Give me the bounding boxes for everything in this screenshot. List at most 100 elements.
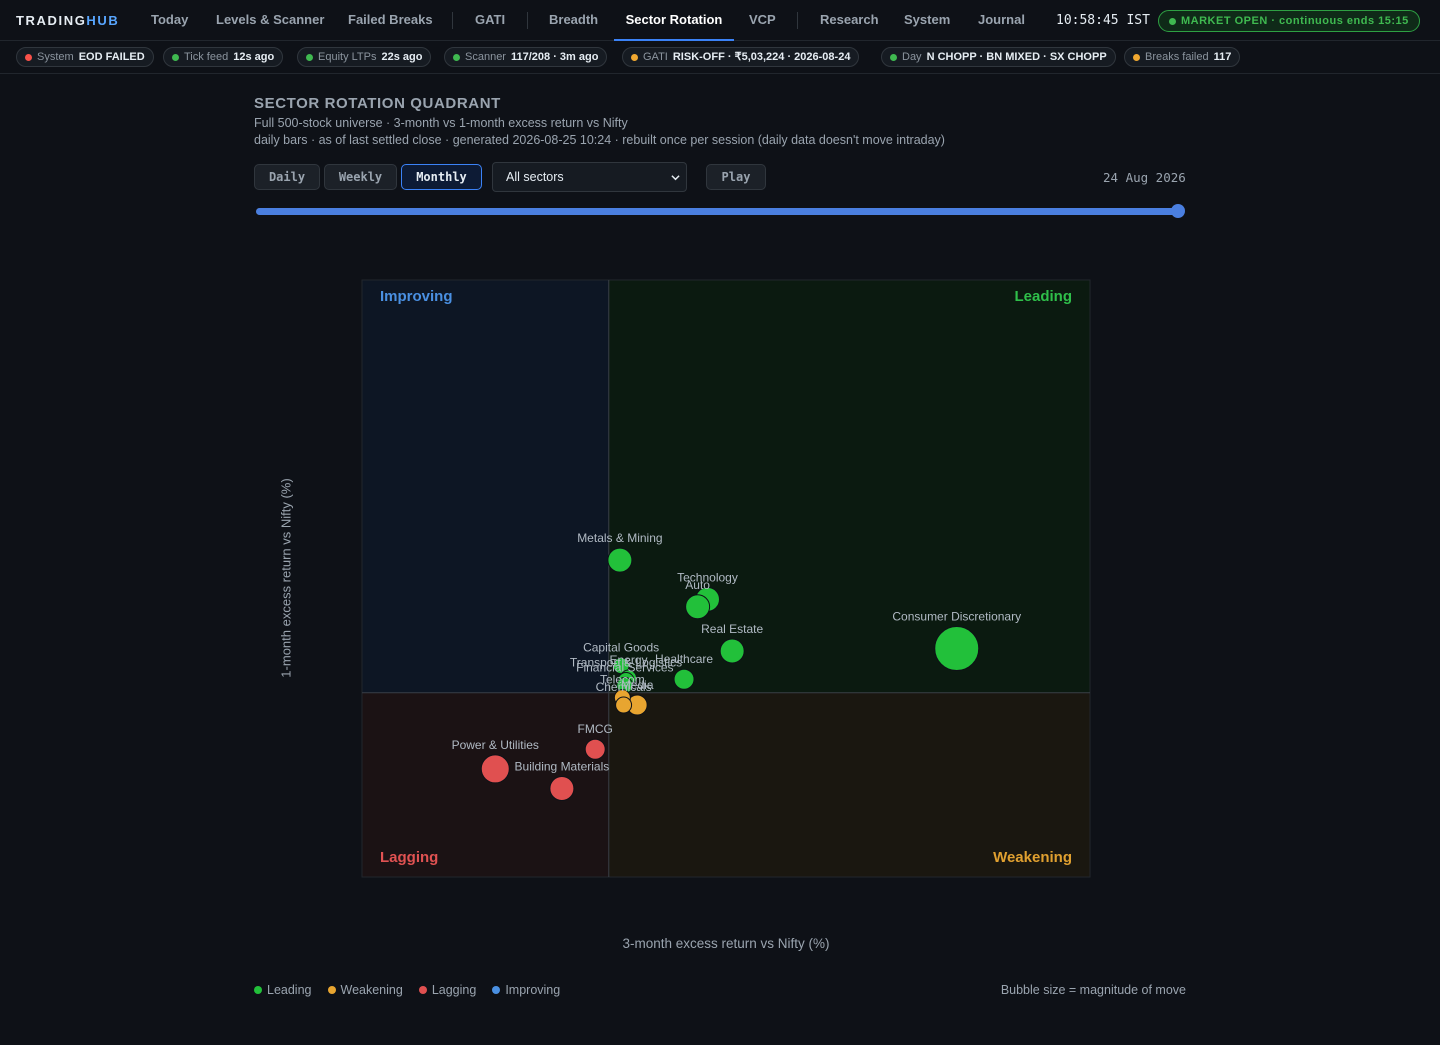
bubble-real-estate <box>719 638 745 664</box>
bubble-label-metals-mining: Metals & Mining <box>577 531 662 545</box>
nav-research[interactable]: Research <box>820 12 879 27</box>
chip-label: Equity LTPs <box>318 51 377 63</box>
bubble-label-financial-services: Financial Services <box>576 660 673 674</box>
legend-label: Weakening <box>340 983 403 997</box>
timeframe-weekly-button[interactable]: Weekly <box>324 164 397 190</box>
bubble-label-chemicals: Chemicals <box>596 680 652 694</box>
chip-label: Day <box>902 51 922 63</box>
quadrant-weakening-bg <box>608 692 1090 877</box>
bubble-label-auto: Auto <box>685 578 710 592</box>
legend-label: Leading <box>267 983 312 997</box>
status-dot-icon <box>890 53 897 61</box>
chip-label: Tick feed <box>184 51 229 63</box>
nav-levels-scanner[interactable]: Levels & Scanner <box>216 12 325 27</box>
bubble-consumer-discretionary <box>934 626 980 672</box>
chip-label: GATI <box>643 51 668 63</box>
status-chip-scanner[interactable]: Scanner 117/208 · 3m ago <box>444 47 608 67</box>
chip-label: System <box>37 51 74 63</box>
brand-logo[interactable]: TRADINGHUB <box>16 13 119 28</box>
status-dot-icon <box>631 53 638 61</box>
chip-value: 117 <box>1213 51 1232 63</box>
bubble-healthcare <box>673 668 695 690</box>
bubble-label-technology: Technology <box>677 570 738 584</box>
status-chip-equity-ltps[interactable]: Equity LTPs 22s ago <box>297 47 432 67</box>
nav-journal[interactable]: Journal <box>978 12 1025 27</box>
bubble-label-healthcare: Healthcare <box>655 652 713 666</box>
legend-dot-icon <box>254 986 262 994</box>
date-slider[interactable] <box>256 204 1185 218</box>
bubble-label-fmcg: FMCG <box>578 722 613 736</box>
status-bar: System EOD FAILED Tick feed 12s ago Equi… <box>0 42 1440 74</box>
legend-item-weakening: Weakening <box>327 983 403 997</box>
status-dot-icon <box>306 53 313 61</box>
bubble-fmcg <box>584 738 606 760</box>
slider-fill <box>256 208 1178 215</box>
nav-failed-breaks[interactable]: Failed Breaks <box>348 12 433 27</box>
quadrant-improving-bg <box>362 280 609 693</box>
quadrant-label-leading: Leading <box>1014 288 1072 305</box>
page-subtitle: Full 500-stock universe · 3-month vs 1-m… <box>254 116 628 130</box>
quadrant-label-weakening: Weakening <box>993 849 1072 866</box>
legend-dot-icon <box>418 986 427 994</box>
nav-vcp[interactable]: VCP <box>749 12 776 27</box>
quadrant-leading-bg <box>608 280 1090 693</box>
play-button[interactable]: Play <box>706 164 766 190</box>
clock: 10:58:45 IST <box>1056 13 1150 28</box>
quadrant-label-improving: Improving <box>380 288 453 305</box>
nav-sector-rotation[interactable]: Sector Rotation <box>614 0 734 41</box>
bubble-size-note: Bubble size = magnitude of move <box>1000 983 1186 997</box>
status-dot-icon <box>1133 53 1140 61</box>
legend: Leading Weakening Lagging Improving <box>254 983 560 997</box>
nav-divider <box>527 12 528 29</box>
chevron-down-icon <box>671 175 680 181</box>
bubble-metals-mining <box>607 547 633 573</box>
sector-filter-value: All sectors <box>506 170 564 184</box>
chip-value: N CHOPP · BN MIXED · SX CHOPP <box>926 51 1107 63</box>
timeframe-monthly-button[interactable]: Monthly <box>401 164 482 190</box>
timeframe-daily-button[interactable]: Daily <box>254 164 320 190</box>
legend-dot-icon <box>327 986 336 994</box>
nav-breadth[interactable]: Breadth <box>549 12 599 27</box>
chip-value: 12s ago <box>233 51 275 63</box>
brand-part2: HUB <box>86 13 120 28</box>
nav-divider <box>452 12 453 29</box>
status-chip-tick-feed[interactable]: Tick feed 12s ago <box>163 47 284 67</box>
legend-item-lagging: Lagging <box>418 983 476 997</box>
legend-label: Improving <box>505 983 561 997</box>
bubble-label-transport-logistics: Transport & Logistics <box>570 655 682 669</box>
status-chip-breaks-failed[interactable]: Breaks failed 117 <box>1124 47 1241 67</box>
bubble-label-energy: Energy <box>610 653 648 667</box>
status-chip-system[interactable]: System EOD FAILED <box>16 47 154 67</box>
legend-item-improving: Improving <box>492 983 560 997</box>
nav-today[interactable]: Today <box>151 12 189 27</box>
nav-gati[interactable]: GATI <box>475 12 506 27</box>
bubble-label-power-utilities: Power & Utilities <box>452 738 539 752</box>
chip-value: RISK-OFF · ₹5,03,224 · 2026-08-24 <box>672 51 851 63</box>
market-status-label: MARKET OPEN · continuous ends 15:15 <box>1181 15 1409 27</box>
bubble-label-consumer-discretionary: Consumer Discretionary <box>892 610 1021 624</box>
status-chip-day[interactable]: Day N CHOPP · BN MIXED · SX CHOPP <box>881 47 1116 67</box>
bubble-label-telecom: Telecom <box>600 673 645 687</box>
bubble-power-utilities <box>480 754 510 784</box>
slider-thumb[interactable] <box>1171 204 1185 218</box>
status-chip-gati[interactable]: GATI RISK-OFF · ₹5,03,224 · 2026-08-24 <box>622 47 860 67</box>
page-title: SECTOR ROTATION QUADRANT <box>254 95 501 112</box>
bubble-label-building-materials: Building Materials <box>515 760 610 774</box>
nav-divider <box>797 12 798 29</box>
bubble-chemicals <box>615 696 633 714</box>
current-date: 24 Aug 2026 <box>1103 170 1186 185</box>
chip-label: Scanner <box>465 51 506 63</box>
status-dot-icon <box>1169 17 1176 25</box>
bubble-auto <box>685 594 711 620</box>
x-axis-label: 3-month excess return vs Nifty (%) <box>622 936 830 951</box>
status-dot-icon <box>453 53 460 61</box>
chip-value: 117/208 · 3m ago <box>510 51 599 63</box>
status-dot-icon <box>172 53 179 61</box>
sector-filter-select[interactable]: All sectors <box>492 162 687 192</box>
bubble-label-real-estate: Real Estate <box>701 622 763 636</box>
nav-system[interactable]: System <box>904 12 951 27</box>
y-axis-label: 1-month excess return vs Nifty (%) <box>278 478 294 678</box>
top-nav: TRADINGHUB Today Levels & Scanner Failed… <box>0 0 1440 41</box>
